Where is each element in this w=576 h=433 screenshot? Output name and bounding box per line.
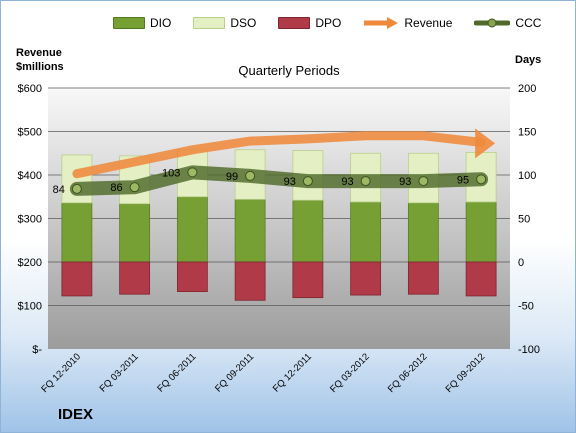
ccc-data-label: 95 bbox=[457, 174, 469, 186]
legend-item-revenue: Revenue bbox=[363, 16, 452, 30]
right-axis-title: Days bbox=[515, 54, 542, 66]
category-label: FQ 03-2011 bbox=[98, 351, 141, 394]
category-label: FQ 03-2012 bbox=[328, 351, 372, 395]
ccc-point bbox=[245, 170, 256, 181]
legend-item-dio: DIO bbox=[113, 16, 171, 30]
dpo-bar bbox=[119, 261, 151, 295]
legend-label-revenue: Revenue bbox=[404, 16, 453, 30]
legend-label-dio: DIO bbox=[150, 16, 172, 30]
left-tick-label: $600 bbox=[18, 83, 42, 95]
legend-swatch-dso bbox=[193, 17, 226, 29]
category-label: FQ 12-2011 bbox=[271, 351, 314, 394]
legend-line-icon bbox=[474, 18, 511, 28]
dio-bar bbox=[292, 199, 324, 263]
category-label: FQ 09-2011 bbox=[213, 351, 256, 394]
dio-bar bbox=[61, 202, 93, 263]
category-label: FQ 06-2011 bbox=[155, 351, 198, 394]
company-ticker: IDEX bbox=[58, 406, 94, 423]
left-tick-label: $500 bbox=[18, 127, 42, 139]
dpo-bar bbox=[407, 261, 439, 295]
ccc-point bbox=[476, 174, 487, 185]
right-tick-label: 50 bbox=[518, 214, 530, 226]
dio-bar bbox=[465, 201, 497, 263]
dpo-bar bbox=[234, 261, 266, 301]
ccc-data-label: 93 bbox=[399, 176, 411, 188]
ccc-point bbox=[129, 182, 140, 193]
ccc-data-label: 93 bbox=[341, 176, 353, 188]
left-tick-label: $400 bbox=[18, 170, 42, 182]
ccc-point bbox=[360, 176, 371, 187]
right-tick-label: 200 bbox=[518, 83, 536, 95]
legend-label-dpo: DPO bbox=[315, 16, 342, 30]
ccc-data-label: 84 bbox=[53, 184, 65, 196]
dpo-bar bbox=[465, 261, 497, 297]
dio-bar bbox=[407, 202, 439, 263]
dio-bar bbox=[350, 201, 382, 263]
dio-bar bbox=[176, 196, 208, 263]
left-tick-label: $200 bbox=[18, 257, 42, 269]
dpo-bar bbox=[61, 261, 93, 297]
ccc-line bbox=[69, 165, 489, 196]
dpo-bar bbox=[350, 261, 382, 296]
ccc-data-label: 86 bbox=[110, 182, 122, 194]
ccc-point bbox=[302, 176, 313, 187]
ccc-point bbox=[71, 183, 82, 194]
revenue-line bbox=[72, 131, 486, 179]
right-tick-label: 0 bbox=[518, 257, 524, 269]
legend-swatch-dio bbox=[113, 17, 145, 29]
legend-arrow-icon bbox=[364, 17, 399, 29]
legend-item-dso: DSO bbox=[193, 16, 256, 30]
right-tick-label: 100 bbox=[518, 170, 536, 182]
left-axis-title-line1: Revenue bbox=[16, 47, 62, 59]
left-tick-label: $- bbox=[32, 344, 42, 356]
ccc-data-label: 99 bbox=[226, 171, 238, 183]
legend-item-ccc: CCC bbox=[474, 16, 541, 30]
category-label: FQ 09-2012 bbox=[444, 351, 488, 395]
legend-label-dso: DSO bbox=[230, 16, 257, 30]
right-tick-label: -100 bbox=[518, 344, 540, 356]
ccc-point bbox=[187, 167, 198, 178]
revenue-arrowhead bbox=[475, 128, 496, 159]
legend-item-dpo: DPO bbox=[278, 16, 341, 30]
dio-bar bbox=[234, 198, 266, 263]
ccc-data-label: 103 bbox=[162, 167, 180, 179]
left-axis-title-line2: $millions bbox=[16, 61, 64, 73]
left-axis-title: Revenue $millions bbox=[16, 46, 64, 74]
legend-swatch-dpo bbox=[278, 17, 311, 29]
ccc-data-label: 93 bbox=[284, 176, 296, 188]
legend-label-ccc: CCC bbox=[515, 16, 542, 30]
category-label: FQ 06-2012 bbox=[386, 351, 430, 395]
left-tick-label: $100 bbox=[18, 301, 42, 313]
right-tick-label: 150 bbox=[518, 127, 536, 139]
dpo-bar bbox=[292, 261, 324, 299]
ccc-point bbox=[418, 176, 429, 187]
dpo-bar bbox=[176, 261, 208, 292]
left-tick-label: $300 bbox=[18, 214, 42, 226]
right-tick-label: -50 bbox=[518, 301, 534, 313]
legend: DIO DSO DPO Revenue CCC bbox=[113, 16, 563, 30]
dio-bar bbox=[119, 203, 151, 263]
chart-subtitle: Quarterly Periods bbox=[238, 63, 340, 78]
category-label: FQ 12-2010 bbox=[39, 351, 83, 395]
